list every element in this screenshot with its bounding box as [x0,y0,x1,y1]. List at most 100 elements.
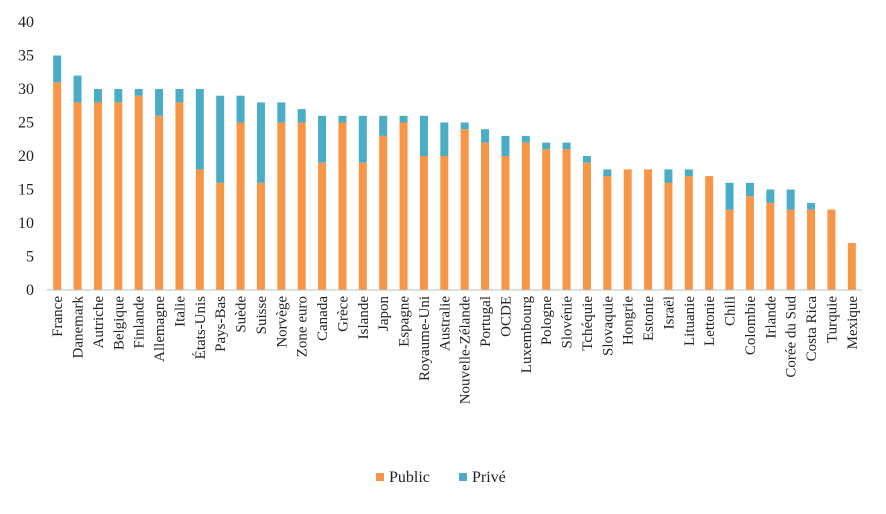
y-tick-label: 20 [18,148,34,165]
x-category-label: Pologne [539,296,555,346]
bar-public-20 [460,129,469,290]
bar-public-3 [114,102,123,291]
bar-public-21 [481,142,490,290]
x-category-label: Turquie [824,296,840,343]
bar-public-27 [603,176,612,290]
x-category-label: Slovaquie [600,296,616,356]
bar-public-2 [93,102,102,291]
legend-label-prive: Privé [472,469,506,486]
bar-public-25 [562,149,571,290]
bar-prive-34 [745,182,754,197]
bar-prive-20 [460,122,469,130]
legend-swatch-prive [459,473,467,481]
x-category-label: Belgique [111,296,127,350]
bar-public-0 [53,82,62,290]
x-category-label: Israël [661,296,677,329]
bar-prive-21 [481,129,490,143]
bar-prive-8 [216,95,225,183]
bar-public-8 [216,182,225,290]
bar-public-28 [623,169,632,290]
y-tick-label: 30 [18,81,34,98]
bar-public-16 [379,135,388,290]
bar-public-4 [134,95,143,290]
bar-prive-3 [114,89,123,103]
x-category-label: Slovénie [560,296,576,349]
y-tick-label: 0 [26,282,34,299]
x-category-label: Zone euro [295,296,311,357]
bar-public-39 [847,243,856,290]
bar-prive-14 [338,115,347,123]
bar-public-18 [419,156,428,290]
bar-public-22 [501,156,510,290]
bar-public-19 [440,156,449,290]
bar-prive-25 [562,142,571,150]
bar-public-12 [297,122,306,290]
bar-prive-31 [684,169,693,177]
bar-prive-7 [195,89,204,170]
bar-prive-24 [542,142,551,150]
x-axis: France Danemark Autriche Belgique Finlande Al… [47,289,862,405]
bar-public-32 [705,176,714,290]
bar-prive-2 [93,89,102,103]
x-category-label: Royaume-Uni [417,296,433,381]
x-category-label: Danemark [71,296,87,359]
x-category-label: Lituanie [682,296,698,346]
y-tick-label: 35 [18,48,34,65]
x-category-label: Costa Rica [804,296,820,362]
bar-public-24 [542,149,551,290]
bar-public-14 [338,122,347,290]
x-category-label: Finlande [132,296,148,349]
bar-prive-22 [501,135,510,156]
bar-prive-16 [379,115,388,136]
bars-group [53,55,856,291]
bar-prive-33 [725,182,734,210]
x-category-label: Suisse [254,296,270,335]
bar-public-1 [73,102,82,291]
x-category-label: Colombie [743,296,759,356]
bar-public-34 [745,196,754,290]
y-tick-label: 25 [18,115,34,132]
x-category-label: Hongrie [621,296,637,345]
x-category-label: Irlande [763,296,779,339]
bar-prive-10 [256,102,265,183]
bar-public-29 [644,169,653,290]
x-category-label: Japon [376,296,392,331]
bar-public-9 [236,122,245,290]
y-tick-label: 5 [26,249,34,266]
x-category-label: Australie [437,296,453,351]
bar-public-10 [256,182,265,290]
bar-prive-36 [786,189,795,210]
bar-prive-6 [175,89,184,103]
bar-prive-1 [73,75,82,103]
bar-prive-19 [440,122,449,156]
x-category-label: Canada [315,296,331,341]
bar-public-11 [277,122,286,290]
bar-prive-9 [236,95,245,123]
x-category-label: Portugal [478,296,494,347]
x-category-label: Suède [234,296,250,333]
bar-public-31 [684,176,693,290]
bar-public-35 [766,202,775,290]
x-category-label: États-Unis [192,296,209,359]
bar-prive-4 [134,89,143,96]
bar-prive-0 [53,55,62,83]
x-category-label: Espagne [397,296,413,347]
bar-prive-30 [664,169,673,183]
y-tick-label: 15 [18,182,34,199]
bar-prive-26 [582,156,591,163]
x-category-label: Nouvelle-Zélande [458,296,474,405]
x-category-label: Corée du Sud [784,296,800,378]
bar-prive-12 [297,109,306,123]
x-category-label: Mexique [845,296,861,350]
x-category-label: Estonie [641,296,657,341]
x-category-label: OCDE [498,296,514,337]
x-category-label: Islande [356,296,372,340]
bar-prive-27 [603,169,612,177]
bar-prive-35 [766,189,775,203]
x-category-label: Allemagne [152,296,168,362]
bar-public-37 [807,209,816,290]
bar-public-5 [155,115,164,290]
bar-public-23 [521,142,530,290]
legend-label-public: Public [389,469,430,486]
